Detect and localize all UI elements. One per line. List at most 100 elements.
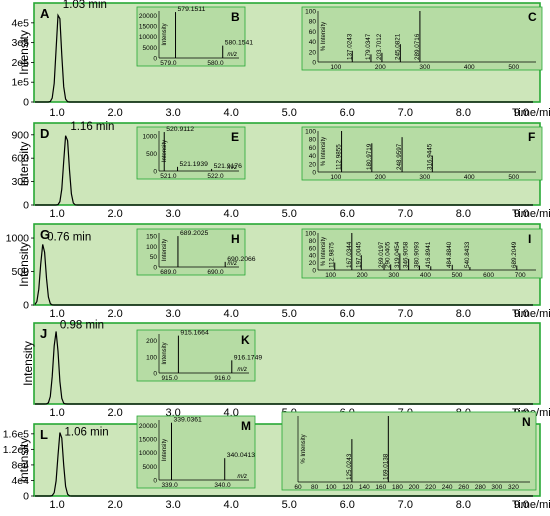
y-tick-label: 500 xyxy=(11,266,29,278)
ms-peak-label: 137.0243 xyxy=(346,33,353,60)
panel-A: Intensity A 4e5 3e5 2e5 1e5 0 1.03 min 1.0 2.0 3.0… xyxy=(11,0,550,119)
chromatogram-trace xyxy=(35,432,533,497)
x-tick-label: 7.0 xyxy=(398,308,413,320)
inset-x-tick-label: 500 xyxy=(508,174,519,181)
panel-letter: G xyxy=(40,227,50,242)
x-tick-label: 5.0 xyxy=(282,107,297,119)
inset-x-tick-label: 100 xyxy=(330,174,341,181)
inset-x-tick-label: 690.0 xyxy=(207,269,224,276)
y-tick-label: 1.2e5 xyxy=(3,444,29,456)
inset-y-tick-label: 0 xyxy=(153,371,157,378)
inset-x-unit: m/z xyxy=(227,52,237,58)
ms-peak-label: 269.0197 xyxy=(378,241,385,268)
inset-y-label: Intensity xyxy=(162,23,168,45)
y-tick-label: 4e4 xyxy=(11,475,29,487)
panel-letter: A xyxy=(40,6,50,21)
inset-x-tick-label: 140 xyxy=(359,484,370,491)
inset-background xyxy=(281,411,537,491)
inset-panel-letter: E xyxy=(231,130,239,144)
y-tick-label: 2e5 xyxy=(11,57,29,69)
inset-x-tick-label: 80 xyxy=(311,484,319,491)
ms-peak-label: 689.2025 xyxy=(180,230,209,237)
inset-y-label: Intensity xyxy=(162,439,168,461)
inset-y-tick-label: 0 xyxy=(153,265,157,272)
inset-y-tick-label: 0 xyxy=(153,169,157,176)
x-tick-label: 5.0 xyxy=(282,308,297,320)
inset-x-tick-label: 160 xyxy=(375,484,386,491)
inset-x-tick-label: 260 xyxy=(458,484,469,491)
inset-x-tick-label: 300 xyxy=(388,272,399,279)
x-tick-label: 7.0 xyxy=(398,499,413,511)
x-tick-label: 9.0 xyxy=(514,308,529,320)
inset-x-tick-label: 400 xyxy=(464,64,475,71)
y-tick-label: 0 xyxy=(23,300,29,312)
inset-x-tick-label: 600 xyxy=(483,272,494,279)
x-tick-label: 1.0 xyxy=(49,407,64,419)
ms-peak-label: 580.1541 xyxy=(225,40,254,47)
inset-y-tick-label: 20 xyxy=(309,161,317,168)
panel-L: Intensity L 1.6e5 1.2e5 8e4 4e4 0 1.06 min 1.0 2.… xyxy=(3,411,550,511)
ms-peak-label: 290.0405 xyxy=(385,241,392,268)
inset-x-tick-label: 400 xyxy=(464,174,475,181)
inset-y-label: % Intensity xyxy=(301,434,307,463)
inset-panel-letter: H xyxy=(231,232,240,246)
y-tick-label: 0 xyxy=(23,200,29,212)
inset-y-tick-label: 20000 xyxy=(139,423,157,430)
inset-y-label: % Intensity xyxy=(321,22,327,51)
ms-peak-label: 197.0045 xyxy=(355,241,362,268)
inset-y-tick-label: 200 xyxy=(146,338,157,345)
x-tick-label: 5.0 xyxy=(282,499,297,511)
inset-y-tick-label: 10000 xyxy=(139,34,157,41)
ms-peak-label: 112.9875 xyxy=(329,242,336,268)
x-unit-label: Time/min xyxy=(512,208,550,220)
x-tick-label: 6.0 xyxy=(340,308,355,320)
peak-time-label: 0.76 min xyxy=(47,231,91,243)
x-tick-label: 7.0 xyxy=(398,208,413,220)
ms-peak-label: 540.8433 xyxy=(464,241,471,268)
inset-y-tick-label: 60 xyxy=(309,145,317,152)
x-unit-label: Time/min xyxy=(512,308,550,320)
inset-y-tick-label: 60 xyxy=(309,29,317,36)
inset-background xyxy=(136,126,246,180)
inset-x-tick-label: 500 xyxy=(452,272,463,279)
inset-x-tick-label: 120 xyxy=(342,484,353,491)
x-tick-label: 8.0 xyxy=(456,308,471,320)
y-tick-label: 1000 xyxy=(6,233,30,245)
x-tick-label: 2.0 xyxy=(107,499,122,511)
inset-x-tick-label: 700 xyxy=(515,272,526,279)
y-tick-label: 1.6e5 xyxy=(3,428,29,440)
x-tick-label: 1.0 xyxy=(49,208,64,220)
inset-x-tick-label: 300 xyxy=(419,174,430,181)
inset-panel-letter: N xyxy=(522,415,531,429)
x-tick-label: 8.0 xyxy=(456,499,471,511)
panel-letter: J xyxy=(40,326,47,341)
inset-y-tick-label: 0 xyxy=(312,60,316,67)
peak-time-label: 0.98 min xyxy=(60,319,104,331)
inset-y-tick-label: 40 xyxy=(309,153,317,160)
x-tick-label: 4.0 xyxy=(224,308,239,320)
inset-x-tick-label: 60 xyxy=(294,484,302,491)
ms-peak-label: 916.1749 xyxy=(234,354,263,361)
y-tick-label: 8e4 xyxy=(11,459,29,471)
ms-peak-label: 579.1511 xyxy=(178,6,206,13)
y-tick-label: 300 xyxy=(11,176,29,188)
ms-peak-label: 339.0361 xyxy=(173,417,202,424)
x-tick-label: 4.0 xyxy=(224,107,239,119)
inset-x-tick-label: 300 xyxy=(491,484,502,491)
chromatogram-trace xyxy=(34,244,533,306)
inset-y-tick-label: 0 xyxy=(153,478,157,485)
x-tick-label: 1.0 xyxy=(49,107,64,119)
inset-y-tick-label: 100 xyxy=(305,129,316,136)
inset-x-tick-label: 339.0 xyxy=(161,482,178,489)
y-tick-label: 3e5 xyxy=(11,37,29,49)
ms-peak-label: 690.2066 xyxy=(227,256,256,263)
inset-y-tick-label: 20 xyxy=(309,49,317,56)
inset-y-tick-label: 20 xyxy=(309,260,317,267)
chromatogram-trace xyxy=(35,135,533,206)
x-tick-label: 4.0 xyxy=(224,208,239,220)
ms-peak-label: 112.9855 xyxy=(336,144,343,170)
ms-peak-label: 689.2049 xyxy=(511,241,518,268)
